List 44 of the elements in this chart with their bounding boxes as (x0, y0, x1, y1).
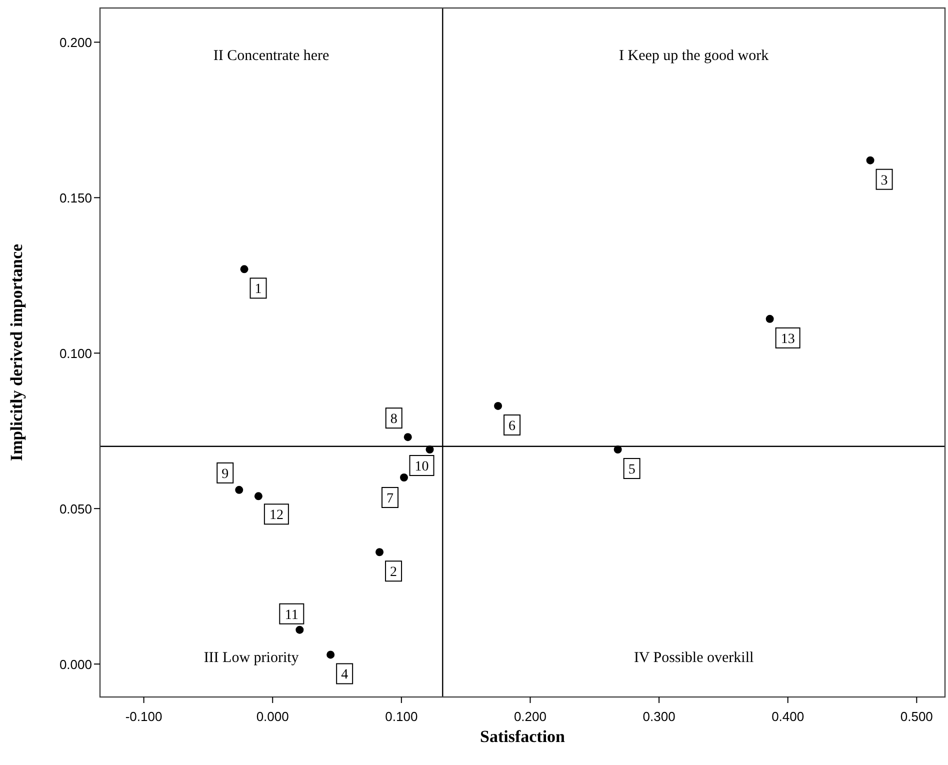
annotation: III Low priority (204, 650, 300, 666)
point (404, 433, 412, 442)
point (400, 473, 408, 482)
x-axis-title: Satisfaction (480, 727, 566, 746)
annotation: IV Possible overkill (634, 650, 754, 666)
point (254, 492, 262, 500)
point (296, 626, 304, 634)
y-tick-label: 0.150 (59, 190, 92, 206)
x-tick-label: 0.100 (385, 709, 418, 724)
annotation: II Concentrate here (213, 48, 330, 64)
y-tick-label: 0.000 (59, 657, 92, 672)
annotation: 5 (628, 462, 636, 478)
annotation: 12 (269, 508, 284, 524)
x-tick-label: 0.300 (642, 709, 676, 724)
annotation: 3 (880, 173, 888, 188)
annotation: 11 (284, 608, 298, 623)
x-tick-label: 0.500 (900, 709, 933, 724)
point (240, 265, 248, 274)
x-tick-label: 0.000 (256, 709, 289, 724)
annotation: 10 (414, 460, 429, 475)
annotation: 6 (508, 418, 516, 434)
annotation: 7 (386, 491, 394, 506)
annotation: 1 (254, 282, 262, 298)
point (235, 486, 244, 494)
point (866, 156, 874, 164)
x-tick-label: -0.100 (125, 709, 162, 724)
point (614, 446, 622, 454)
annotation: 8 (390, 412, 398, 428)
y-tick-label: 0.200 (59, 35, 92, 50)
annotation: 9 (222, 466, 229, 482)
point (766, 314, 774, 323)
annotation: I Keep up the good work (619, 48, 770, 64)
point (326, 650, 335, 659)
annotation: 2 (390, 565, 398, 580)
y-tick-label: 0.050 (59, 502, 92, 517)
x-tick-label: 0.400 (772, 709, 804, 724)
y-axis-title: Implicitly derived importance (7, 243, 26, 462)
x-tick-label: 0.200 (514, 709, 546, 724)
y-tick-label: 0.100 (59, 346, 92, 362)
annotation: 4 (341, 668, 348, 683)
point (494, 402, 502, 410)
point (376, 548, 384, 556)
annotation: 13 (780, 332, 795, 347)
point (426, 446, 434, 454)
